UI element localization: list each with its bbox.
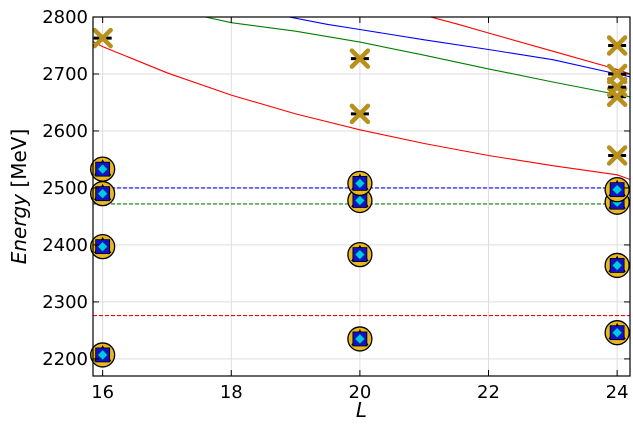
data-point <box>89 156 116 182</box>
y-tick-labels: 2200 2300 2400 2500 2600 2700 2800 <box>42 7 88 370</box>
cross-point <box>349 48 371 69</box>
x-tick-label: 24 <box>606 382 629 403</box>
curve-red <box>93 41 630 180</box>
axis-ticks <box>93 16 630 376</box>
plot-frame <box>92 16 631 377</box>
data-point <box>347 326 373 352</box>
y-tick-label: 2800 <box>42 7 88 28</box>
data-point <box>347 241 373 268</box>
energy-curves <box>93 17 630 180</box>
y-tick-label: 2300 <box>42 292 88 313</box>
data-point <box>604 320 630 346</box>
x-tick-label: 22 <box>477 382 500 403</box>
cross-point <box>606 35 628 56</box>
cross-point <box>606 145 628 166</box>
y-axis-label-unit: [MeV] <box>7 129 31 194</box>
threshold-lines <box>93 187 630 317</box>
data-point <box>89 342 116 368</box>
data-point <box>89 233 116 260</box>
cross-point <box>92 27 113 49</box>
y-tick-label: 2500 <box>42 178 88 199</box>
data-point <box>604 252 630 279</box>
data-point <box>604 177 630 203</box>
curve-blue <box>288 17 630 78</box>
y-axis-label-quantity: Energy <box>7 193 31 265</box>
data-point <box>89 181 116 207</box>
data-point <box>347 170 373 197</box>
x-tick-labels: 16 18 20 22 24 <box>91 382 628 403</box>
y-tick-label: 2700 <box>42 64 88 85</box>
x-tick-label: 16 <box>91 382 114 403</box>
cross-point <box>606 63 628 85</box>
y-tick-label: 2400 <box>42 235 88 256</box>
data-markers <box>89 27 630 368</box>
y-axis-label: Energy [MeV] <box>7 129 31 265</box>
x-axis-label: L <box>356 398 367 422</box>
y-tick-label: 2200 <box>42 349 88 370</box>
curve-green <box>205 17 630 98</box>
x-tick-label: 20 <box>348 382 371 403</box>
y-tick-label: 2600 <box>42 121 88 142</box>
cross-point <box>349 103 371 125</box>
x-tick-label: 18 <box>220 382 243 403</box>
